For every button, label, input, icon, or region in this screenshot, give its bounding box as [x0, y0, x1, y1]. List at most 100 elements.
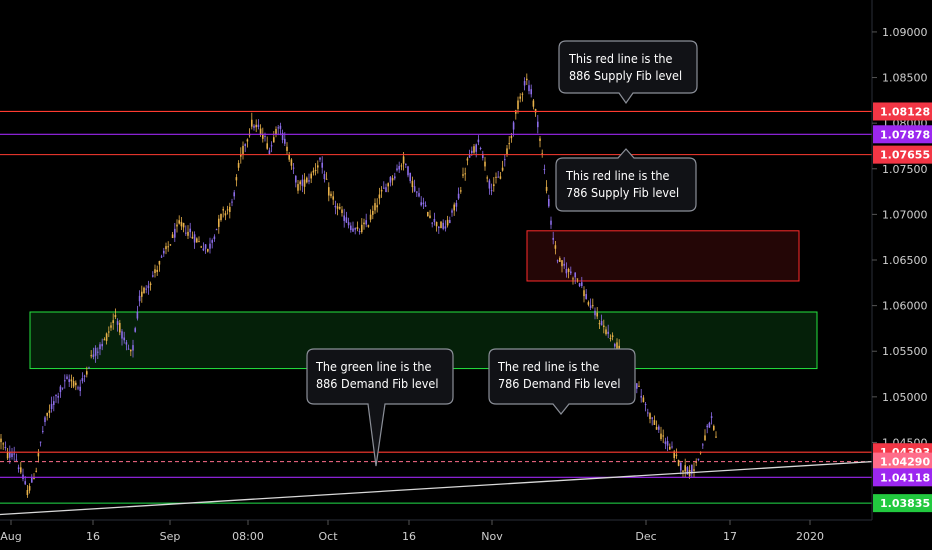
candle-body — [587, 302, 590, 305]
candle-body — [484, 161, 486, 167]
candle-body — [488, 180, 491, 189]
candle-body — [561, 260, 563, 267]
candle-body — [451, 210, 453, 213]
candle-body — [609, 337, 612, 339]
candle-body — [578, 283, 581, 287]
callout-886-supply-line2: 886 Supply Fib level — [569, 68, 682, 83]
candle-body — [103, 339, 106, 341]
candle-body — [332, 196, 334, 200]
candle-body — [598, 323, 601, 325]
candle-body — [444, 226, 447, 229]
candle-body — [240, 153, 242, 157]
candle-body — [704, 435, 706, 441]
candle-body — [222, 209, 224, 211]
candle-body — [290, 159, 293, 166]
candle-body — [209, 243, 211, 249]
callout-786-supply-box — [555, 148, 697, 212]
candle-body — [471, 150, 473, 153]
candle-body — [28, 486, 31, 491]
x-tick-label: Dec — [635, 530, 656, 543]
candle-body — [691, 464, 693, 474]
candle-body — [180, 221, 183, 227]
x-tick-label: 16 — [402, 530, 416, 543]
candle-body — [66, 376, 68, 380]
candle-body — [229, 206, 231, 212]
candle-body — [53, 401, 55, 405]
candle-body — [636, 383, 638, 389]
candle-body — [231, 201, 233, 203]
candle-body — [431, 222, 433, 224]
candle-body — [119, 322, 121, 333]
candle-body — [215, 229, 218, 231]
candle-body — [266, 143, 268, 149]
candle-body — [702, 444, 704, 446]
price-tags: 1.081281.078781.076551.043931.042901.041… — [873, 102, 932, 513]
candle-body — [72, 381, 75, 387]
x-tick-label: Sep — [160, 530, 181, 543]
candle-body — [409, 172, 411, 182]
x-tick-label: Nov — [481, 530, 503, 543]
candle-body — [512, 122, 515, 130]
candle-body — [475, 144, 477, 152]
candle-body — [189, 228, 191, 233]
y-tick-label: 1.07500 — [882, 163, 928, 176]
candle-body — [138, 295, 141, 302]
candle-body — [411, 180, 414, 188]
candle-body — [79, 386, 81, 392]
candle-body — [389, 176, 392, 183]
trendline[interactable] — [0, 460, 873, 516]
candle-body — [169, 244, 172, 246]
callout-786-supply-line2: 786 Supply Fib level — [566, 185, 679, 200]
candle-body — [539, 138, 541, 141]
candle-body — [277, 127, 279, 129]
candle-body — [44, 417, 46, 423]
candle-body — [649, 413, 651, 420]
candle-body — [565, 268, 568, 274]
supply-zone[interactable] — [526, 230, 800, 282]
time-axis[interactable]: Aug 16 Sep 08:00 Oct 16 Nov Dec 17 2020 — [0, 520, 824, 543]
candle-body — [343, 215, 345, 221]
candle-body — [438, 226, 440, 229]
candle-body — [264, 135, 266, 137]
candle-body — [314, 169, 317, 171]
candle-body — [501, 167, 504, 171]
candle-body — [583, 290, 585, 297]
candle-body — [345, 217, 348, 223]
candle-body — [534, 108, 537, 113]
candle-body — [455, 202, 458, 207]
candle-body — [33, 478, 35, 480]
candle-body — [288, 154, 290, 160]
candle-body — [196, 238, 198, 243]
candle-body — [281, 132, 284, 141]
candle-body — [165, 246, 167, 250]
candle-body — [442, 222, 444, 229]
callout-786-demand-box — [488, 348, 636, 415]
candle-body — [400, 165, 403, 167]
candle-body — [603, 325, 605, 327]
candle-body — [396, 168, 398, 171]
candle-body — [86, 371, 88, 375]
candle-body — [2, 443, 4, 445]
callout-886-supply-line1: This red line is the — [568, 51, 672, 66]
candle-body — [365, 220, 367, 225]
candle-body — [178, 220, 180, 224]
candle-body — [259, 128, 262, 136]
candle-body — [347, 222, 350, 226]
candle-body — [640, 395, 642, 398]
candle-body — [460, 190, 462, 192]
candle-body — [284, 138, 286, 144]
candle-body — [567, 269, 570, 272]
candle-body — [589, 305, 592, 308]
candle-body — [112, 320, 114, 324]
candle-body — [116, 321, 119, 325]
candle-body — [70, 379, 73, 382]
candle-body — [279, 125, 282, 129]
candle-body — [453, 204, 455, 211]
candle-body — [464, 173, 466, 175]
candle-body — [94, 347, 97, 356]
callout-786-demand: The red line is the 786 Demand Fib level — [488, 348, 636, 415]
candle-body — [317, 165, 319, 168]
candle-body — [706, 425, 708, 428]
candle-body — [713, 425, 715, 430]
